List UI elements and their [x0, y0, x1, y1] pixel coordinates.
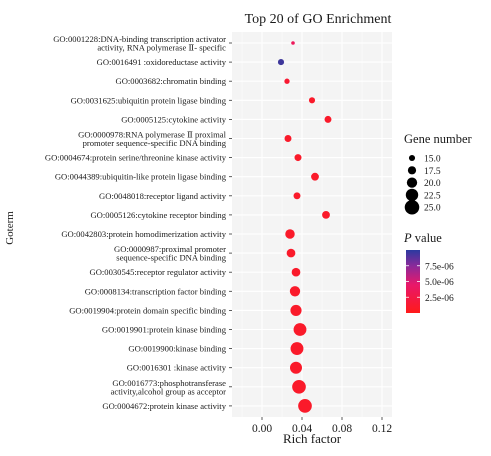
color-legend-label: 5.0e-06: [425, 278, 454, 288]
size-legend-key: [407, 166, 417, 175]
data-point: [292, 379, 306, 394]
category-label-line: GO:0042803:protein homodimerization acti…: [61, 229, 226, 239]
data-point: [290, 304, 302, 316]
category-label-line: GO:0019900:kinase binding: [128, 344, 226, 354]
category-label: GO:0019901:protein kinase binding: [102, 325, 227, 335]
color-legend-label: 2.5e-06: [425, 294, 454, 304]
data-point: [289, 286, 301, 297]
plot-panel: [232, 32, 392, 417]
data-point: [293, 323, 307, 336]
color-bar: [406, 250, 420, 313]
size-legend-label: 25.0: [424, 204, 441, 214]
category-label-line: sequence-specific DNA binding: [116, 253, 226, 263]
category-label-line: GO:0005126:cytokine receptor binding: [90, 210, 226, 220]
category-label: GO:0008134:transcription factor binding: [85, 286, 227, 296]
data-point: [286, 248, 296, 258]
category-label-line: GO:0030545:receptor regulator activity: [89, 267, 226, 277]
category-label: GO:0030545:receptor regulator activity: [89, 267, 226, 277]
data-point: [291, 267, 301, 277]
category-label: GO:0005126:cytokine receptor binding: [90, 210, 226, 220]
data-point: [324, 115, 332, 123]
data-point: [290, 361, 302, 374]
category-label-line: GO:0019904:protein domain specific bindi…: [69, 305, 227, 315]
category-label: GO:0016773:phosphotransferase activity,al…: [111, 378, 227, 397]
x-tick-label: 0.08: [332, 423, 352, 435]
color-legend-label: 7.5e-06: [425, 262, 454, 272]
color-legend-title-italic: P: [403, 231, 412, 245]
category-label: GO:0000987:proximal promoter sequence-spe…: [114, 244, 227, 263]
data-point: [291, 41, 295, 45]
category-label-line: GO:0008134:transcription factor binding: [85, 286, 227, 296]
category-label: GO:0019900:kinase binding: [128, 344, 226, 354]
category-label-line: GO:0016491 :oxidoreductase activity: [97, 57, 227, 67]
color-legend-title: P value: [403, 231, 442, 245]
data-point: [284, 135, 292, 142]
category-label: GO:0031625:ubiquitin protein ligase bind…: [71, 95, 227, 105]
category-label-line: GO:0003682:chromatin binding: [115, 76, 226, 86]
category-label-line: GO:0004672:protein kinase activity: [102, 401, 226, 411]
category-label: GO:0004674:protein serine/threonine kina…: [45, 153, 227, 163]
size-legend-label: 20.0: [424, 179, 441, 189]
data-point: [294, 154, 302, 162]
category-label: GO:0048018:receptor ligand activity: [99, 191, 227, 201]
size-legend-title: Gene number: [404, 132, 473, 146]
category-label-line: GO:0001228:DNA-binding transcription act…: [53, 34, 226, 44]
x-axis-title: Rich factor: [283, 431, 342, 446]
category-label-line: GO:0031625:ubiquitin protein ligase bind…: [71, 95, 227, 105]
x-tick-label: 0.04: [292, 423, 312, 435]
size-legend-key: [406, 177, 418, 188]
data-point: [298, 399, 312, 413]
category-label-line: activity,alcohol group as acceptor: [111, 386, 227, 396]
size-legend-key: [405, 188, 419, 202]
category-label-line: promoter sequence-specific DNA binding: [83, 138, 227, 148]
category-label: GO:0016301 :kinase activity: [127, 363, 227, 373]
category-label: GO:0016491 :oxidoreductase activity: [97, 57, 227, 67]
category-label-line: GO:0000987:proximal promoter: [114, 244, 226, 254]
size-legend-key: [408, 154, 416, 162]
y-axis-title: Goterm: [4, 211, 16, 245]
data-point: [293, 192, 301, 200]
chart-title: Top 20 of GO Enrichment: [245, 12, 392, 27]
category-label: GO:0005125:cytokine activity: [121, 114, 226, 124]
data-points: [277, 41, 332, 413]
category-label-line: activity, RNA polymerase Ⅱ- specific: [97, 43, 226, 53]
category-label-line: GO:0048018:receptor ligand activity: [99, 191, 227, 201]
category-label-line: GO:0000978:RNA polymerase Ⅱ proximal: [78, 130, 226, 140]
category-label-line: GO:0044389:ubiquitin-like protein ligase…: [55, 172, 227, 182]
x-ticks: 0.00 0.04 0.08 0.12: [252, 417, 392, 435]
category-label: GO:0000978:RNA polymerase Ⅱ proximal prom…: [78, 130, 227, 149]
size-legend-label: 17.5: [424, 167, 441, 177]
data-point: [284, 78, 290, 84]
data-point: [311, 172, 319, 181]
category-label-line: GO:0004674:protein serine/threonine kina…: [45, 153, 227, 163]
data-point: [322, 211, 330, 219]
category-labels: GO:0001228:DNA-binding transcription act…: [45, 34, 232, 411]
category-label: GO:0004672:protein kinase activity: [102, 401, 226, 411]
x-tick-label: 0.00: [252, 423, 272, 435]
size-legend-label: 22.5: [424, 191, 441, 201]
category-label: GO:0042803:protein homodimerization acti…: [61, 229, 226, 239]
category-label-line: GO:0016773:phosphotransferase: [112, 378, 226, 388]
color-legend: P value 7.5e-06 5.0e-06 2.5e-06: [403, 231, 454, 313]
data-point: [308, 97, 316, 104]
size-legend: Gene number 15.0 17.5 20.0 22.5 25.0: [404, 132, 473, 215]
category-label: GO:0003682:chromatin binding: [115, 76, 226, 86]
size-legend-key: [404, 199, 420, 215]
data-point: [290, 342, 304, 356]
data-point: [277, 59, 285, 66]
category-label-line: GO:0016301 :kinase activity: [127, 363, 227, 373]
color-legend-title-rest: value: [412, 231, 443, 245]
category-label-line: GO:0019901:protein kinase binding: [102, 325, 227, 335]
category-label-line: GO:0005125:cytokine activity: [121, 114, 226, 124]
grid-lines: [232, 32, 392, 417]
data-point: [285, 229, 295, 239]
x-tick-label: 0.12: [372, 423, 392, 435]
category-label: GO:0044389:ubiquitin-like protein ligase…: [55, 172, 227, 182]
category-label: GO:0001228:DNA-binding transcription act…: [53, 34, 226, 53]
size-legend-label: 15.0: [424, 155, 441, 165]
category-label: GO:0019904:protein domain specific bindi…: [69, 305, 227, 315]
